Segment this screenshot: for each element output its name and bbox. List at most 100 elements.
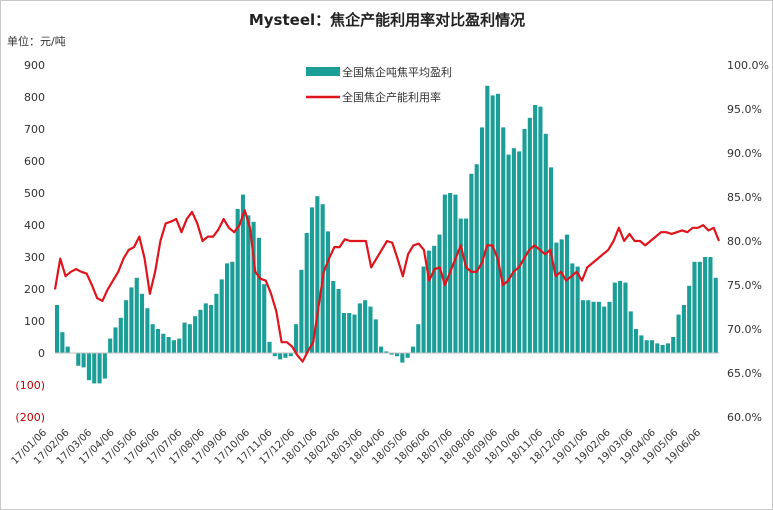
profit-bar [145, 308, 150, 353]
chart-title: Mysteel：焦企产能利用率对比盈利情况 [249, 11, 525, 29]
profit-bar [479, 127, 485, 354]
left-tick-label: 100 [24, 315, 45, 328]
legend-bar-label: 全国焦企吨焦平均盈利 [342, 65, 452, 79]
profit-bar [469, 173, 474, 353]
profit-bar [639, 335, 644, 353]
x-axis: 17/01/0617/02/0617/03/0617/04/0617/05/06… [10, 427, 704, 467]
profit-bar [240, 194, 246, 353]
profit-bar [612, 282, 617, 353]
profit-bar [166, 337, 171, 353]
profit-bar [697, 261, 702, 353]
left-tick-label: (100) [15, 379, 45, 392]
profit-bar [315, 196, 320, 353]
profit-bar [55, 305, 60, 353]
left-tick-label: (200) [15, 411, 45, 424]
profit-bar [522, 129, 527, 353]
profit-bar [187, 324, 192, 353]
profit-bar [299, 269, 304, 353]
profit-bar [198, 309, 203, 353]
profit-bar [384, 351, 389, 353]
profit-bar [649, 340, 655, 353]
right-tick-label: 85.0% [727, 191, 762, 204]
profit-bar [660, 345, 665, 353]
profit-bar [235, 209, 240, 353]
profit-bar [703, 257, 708, 353]
profit-bar [118, 317, 123, 353]
profit-bar [495, 93, 501, 354]
profit-bar [426, 250, 431, 353]
legend: 全国焦企吨焦平均盈利 全国焦企产能利用率 [306, 65, 452, 104]
profit-bar [607, 301, 612, 353]
profit-bar [76, 353, 81, 366]
profit-bar [644, 340, 649, 353]
profit-bar [490, 95, 495, 354]
profit-bar [618, 281, 623, 353]
profit-bar [272, 353, 277, 357]
profit-bar [432, 245, 437, 353]
profit-bar [655, 343, 660, 353]
profit-bar [161, 333, 166, 353]
profit-bar [368, 306, 373, 353]
profit-bar [389, 353, 394, 355]
left-tick-label: 700 [24, 123, 45, 136]
profit-bar [262, 284, 267, 353]
profit-bar [230, 261, 235, 353]
profit-bar [246, 215, 251, 353]
profit-bar [575, 266, 580, 353]
profit-bar [692, 261, 697, 353]
profit-bar [437, 234, 442, 353]
profit-bar [533, 105, 538, 353]
profit-bar [341, 313, 346, 353]
profit-bar [596, 301, 601, 353]
profit-bar [543, 133, 548, 353]
profit-bar [559, 239, 564, 353]
profit-bar [304, 233, 309, 353]
right-tick-label: 95.0% [727, 103, 762, 116]
left-tick-label: 0 [38, 347, 45, 360]
profit-bar [177, 338, 182, 353]
profit-bar [363, 300, 368, 353]
profit-bar [357, 303, 362, 353]
profit-bar [549, 167, 554, 353]
profit-bar [464, 218, 469, 353]
profit-bar [182, 322, 187, 353]
profit-bar [591, 301, 596, 353]
profit-bar [485, 85, 490, 354]
profit-bar [209, 305, 214, 353]
profit-bar [81, 353, 86, 368]
right-tick-label: 100.0% [727, 59, 769, 72]
profit-bar [416, 324, 421, 353]
right-tick-label: 75.0% [727, 279, 762, 292]
profit-bar [681, 305, 686, 353]
profit-bar [92, 353, 97, 384]
profit-bar [352, 314, 357, 353]
profit-bar [628, 311, 633, 353]
profit-bar [602, 306, 607, 353]
profit-bar [86, 353, 91, 381]
profit-bar [570, 263, 575, 353]
profit-bar [60, 332, 65, 353]
right-tick-label: 70.0% [727, 323, 762, 336]
left-tick-label: 400 [24, 219, 45, 232]
profit-bar [288, 353, 293, 357]
right-tick-label: 65.0% [727, 367, 762, 380]
profit-bar [474, 164, 479, 353]
profit-bar [713, 277, 718, 353]
profit-bar [687, 285, 692, 353]
right-tick-label: 80.0% [727, 235, 762, 248]
profit-bar [193, 316, 198, 353]
legend-bar-swatch [306, 67, 340, 76]
profit-bar [634, 329, 639, 353]
profit-bar [373, 319, 378, 353]
profit-bar [219, 279, 224, 353]
profit-bar [97, 353, 102, 384]
left-tick-label: 900 [24, 59, 45, 72]
profit-bar [224, 263, 230, 353]
profit-bar [139, 293, 145, 353]
profit-bar [410, 346, 416, 353]
profit-bar [129, 287, 134, 353]
left-tick-label: 500 [24, 187, 45, 200]
profit-bar [453, 194, 458, 353]
